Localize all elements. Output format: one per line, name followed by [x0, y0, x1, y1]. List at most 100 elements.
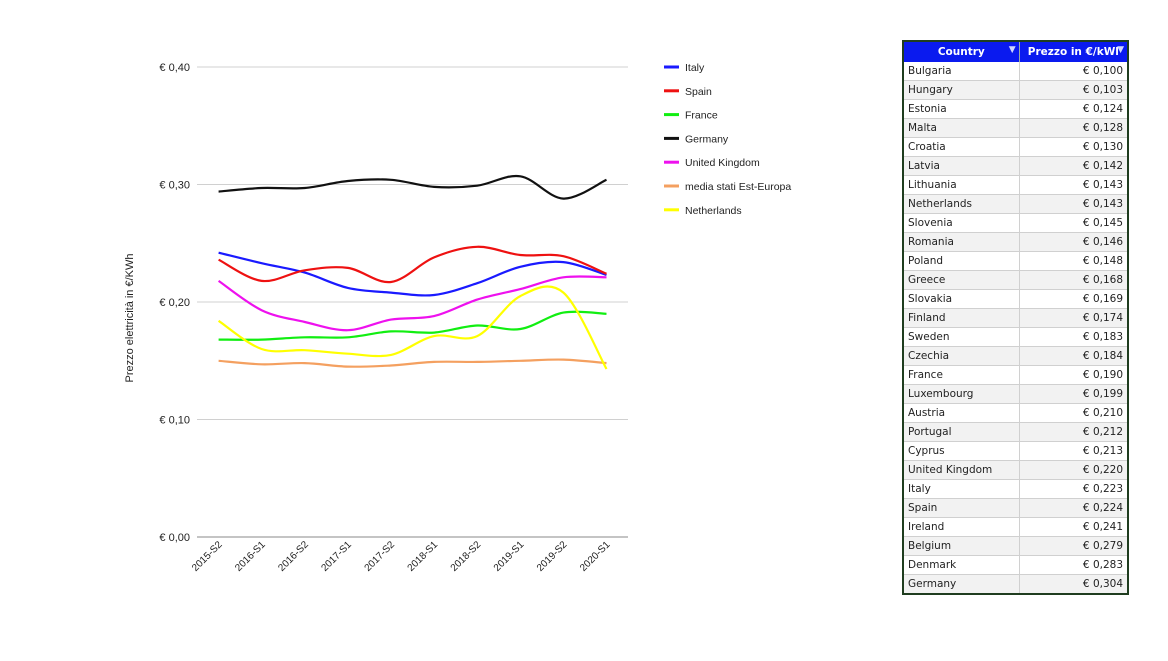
table-row: Malta € 0,128	[903, 118, 1129, 138]
table-row: Finland € 0,174	[903, 308, 1129, 328]
price-cell: € 0,168	[1019, 270, 1129, 290]
price-cell: € 0,220	[1019, 460, 1129, 480]
country-cell: Germany	[903, 574, 1020, 595]
country-cell: France	[903, 365, 1020, 385]
table-row: Spain € 0,224	[903, 498, 1129, 518]
table-header-row: Country ▼ Prezzo in €/kWl ▼	[903, 41, 1129, 62]
column-header-price[interactable]: Prezzo in €/kWl ▼	[1019, 41, 1129, 62]
country-cell: Finland	[903, 308, 1020, 328]
table-row: Greece € 0,168	[903, 270, 1129, 290]
price-cell: € 0,169	[1019, 289, 1129, 309]
country-cell: Cyprus	[903, 441, 1020, 461]
table-row: Croatia € 0,130	[903, 137, 1129, 157]
price-cell: € 0,146	[1019, 232, 1129, 252]
table-row: United Kingdom € 0,220	[903, 460, 1129, 480]
table-row: Hungary € 0,103	[903, 80, 1129, 100]
series-lines	[217, 174, 608, 370]
country-cell: Luxembourg	[903, 384, 1020, 404]
price-cell: € 0,100	[1019, 62, 1129, 81]
price-cell: € 0,124	[1019, 99, 1129, 119]
country-cell: Lithuania	[903, 175, 1020, 195]
x-tick-label: 2019-S2	[535, 539, 570, 574]
series-line-italy	[218, 251, 607, 297]
column-header-label: Prezzo in €/kWl	[1027, 46, 1119, 58]
legend: Italy Spain France Germany United Kingdom med…	[664, 62, 791, 217]
price-cell: € 0,212	[1019, 422, 1129, 442]
table-row: Estonia € 0,124	[903, 99, 1129, 119]
column-header-label: Country	[937, 46, 985, 58]
country-cell: Estonia	[903, 99, 1020, 119]
country-cell: Bulgaria	[903, 62, 1020, 81]
legend-label: Spain	[685, 86, 712, 98]
series-line-france	[218, 310, 607, 341]
table-row: Latvia € 0,142	[903, 156, 1129, 176]
country-cell: Denmark	[903, 555, 1020, 575]
price-cell: € 0,142	[1019, 156, 1129, 176]
country-cell: Spain	[903, 498, 1020, 518]
price-cell: € 0,145	[1019, 213, 1129, 233]
price-table: Country ▼ Prezzo in €/kWl ▼ Bulgaria € 0,…	[902, 40, 1129, 595]
price-cell: € 0,183	[1019, 327, 1129, 347]
y-axis-title: Prezzo elettricità in €/KWh	[124, 254, 136, 383]
x-tick-label: 2016-S2	[276, 539, 311, 574]
table-row: Romania € 0,146	[903, 232, 1129, 252]
legend-label: United Kingdom	[685, 157, 760, 169]
country-cell: United Kingdom	[903, 460, 1020, 480]
x-tick-label: 2020-S1	[578, 539, 613, 574]
price-cell: € 0,213	[1019, 441, 1129, 461]
table-row: Belgium € 0,279	[903, 536, 1129, 556]
x-axis-ticks: 2015-S2 2016-S1 2016-S2 2017-S1 2017-S2 2018-…	[190, 539, 613, 574]
price-cell: € 0,103	[1019, 80, 1129, 100]
country-cell: Malta	[903, 118, 1020, 138]
country-cell: Belgium	[903, 536, 1020, 556]
country-cell: Slovenia	[903, 213, 1020, 233]
price-cell: € 0,174	[1019, 308, 1129, 328]
filter-icon[interactable]: ▼	[1117, 45, 1124, 55]
country-cell: Portugal	[903, 422, 1020, 442]
filter-icon[interactable]: ▼	[1008, 45, 1016, 55]
country-cell: Italy	[903, 479, 1020, 499]
legend-label: Netherlands	[685, 205, 742, 217]
country-cell: Poland	[903, 251, 1020, 271]
country-cell: Czechia	[903, 346, 1020, 366]
column-header-country[interactable]: Country ▼	[903, 41, 1020, 62]
country-cell: Romania	[903, 232, 1020, 252]
series-line-united-kingdom	[217, 275, 607, 332]
table-row: Italy € 0,223	[903, 479, 1129, 499]
y-axis-ticks: € 0,00 € 0,10 € 0,20 € 0,30 € 0,40	[159, 62, 190, 544]
legend-label: media stati Est-Europa	[685, 181, 791, 193]
price-cell: € 0,210	[1019, 403, 1129, 423]
price-cell: € 0,199	[1019, 384, 1129, 404]
table-body: Bulgaria € 0,100 Hungary € 0,103 Estonia € 0,…	[903, 62, 1129, 595]
country-cell: Austria	[903, 403, 1020, 423]
table-row: Austria € 0,210	[903, 403, 1129, 423]
price-cell: € 0,304	[1019, 574, 1129, 595]
table-row: Luxembourg € 0,199	[903, 384, 1129, 404]
table-row: France € 0,190	[903, 365, 1129, 385]
y-tick-label: € 0,00	[159, 532, 190, 544]
x-tick-label: 2017-S2	[363, 539, 398, 574]
price-cell: € 0,241	[1019, 517, 1129, 537]
y-tick-label: € 0,30	[159, 180, 190, 192]
country-cell: Croatia	[903, 137, 1020, 157]
price-cell: € 0,143	[1019, 194, 1129, 214]
legend-label: France	[685, 110, 718, 122]
y-tick-label: € 0,20	[159, 297, 190, 309]
price-cell: € 0,128	[1019, 118, 1129, 138]
price-cell: € 0,224	[1019, 498, 1129, 518]
country-cell: Greece	[903, 270, 1020, 290]
series-line-netherlands	[217, 285, 608, 370]
grid-lines	[197, 66, 628, 538]
country-cell: Ireland	[903, 517, 1020, 537]
table-row: Germany € 0,304	[903, 574, 1129, 595]
table-row: Poland € 0,148	[903, 251, 1129, 271]
country-cell: Latvia	[903, 156, 1020, 176]
country-cell: Hungary	[903, 80, 1020, 100]
series-line-germany	[218, 174, 607, 200]
table-row: Lithuania € 0,143	[903, 175, 1129, 195]
legend-label: Italy	[685, 62, 705, 74]
table-row: Sweden € 0,183	[903, 327, 1129, 347]
table-row: Netherlands € 0,143	[903, 194, 1129, 214]
x-tick-label: 2015-S2	[190, 539, 225, 574]
